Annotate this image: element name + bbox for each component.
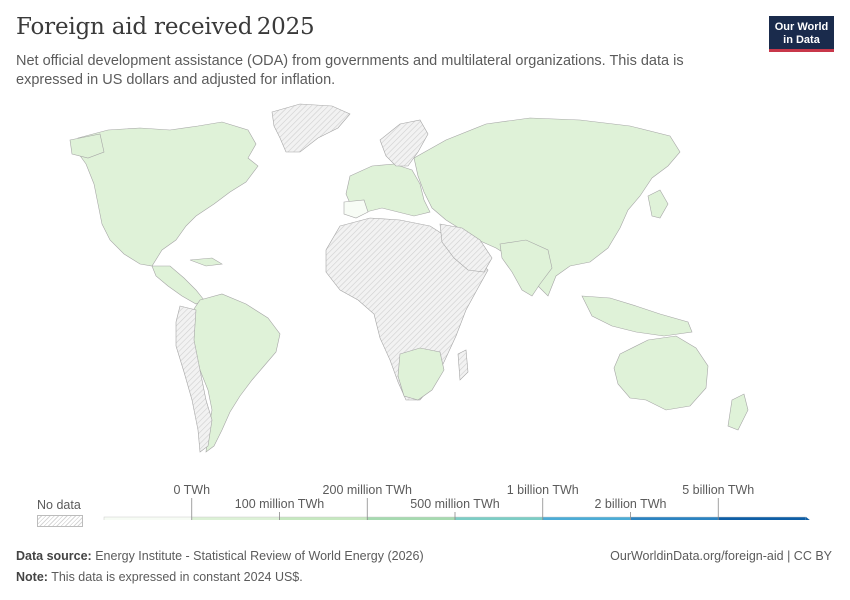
southern-africa-shape[interactable]	[397, 347, 445, 401]
legend-label-5: 2 billion TWh	[594, 497, 667, 511]
iberia-shape[interactable]	[343, 199, 369, 219]
asia-shape[interactable]	[413, 117, 681, 297]
chart-title: Foreign aid received	[16, 14, 253, 40]
legend-label-3: 500 million TWh	[410, 497, 500, 511]
middle-east-shape[interactable]	[439, 223, 493, 273]
note-text: This data is expressed in constant 2024 …	[51, 570, 303, 584]
logo-line-1: Our World	[774, 21, 829, 33]
chart-year: 2025	[256, 14, 315, 40]
japan-shape[interactable]	[647, 189, 669, 219]
madagascar-shape[interactable]	[457, 349, 469, 381]
legend-nodata-swatch[interactable]	[37, 515, 83, 527]
greenland-shape[interactable]	[271, 103, 351, 153]
chart-subtitle: Net official development assistance (ODA…	[16, 53, 684, 88]
footer-url[interactable]: OurWorldinData.org/foreign-aid | CC BY	[610, 549, 832, 563]
southeast-asia-shape[interactable]	[581, 295, 693, 337]
note-label: Note:	[16, 570, 48, 584]
title-row: Foreign aid received 2025	[16, 14, 756, 40]
legend-bin-1[interactable]	[191, 516, 280, 520]
legend-nodata-label: No data	[37, 498, 81, 512]
legend-bin-6[interactable]	[630, 516, 719, 520]
legend-bin-7[interactable]	[718, 516, 807, 520]
world-map[interactable]	[0, 100, 850, 470]
india-shape[interactable]	[499, 239, 553, 297]
legend-label-2: 200 million TWh	[322, 483, 412, 497]
new-zealand-shape[interactable]	[727, 393, 749, 431]
south-america-nodata-shape[interactable]	[175, 305, 213, 453]
legend-arrow	[806, 517, 810, 520]
source-text[interactable]: Energy Institute - Statistical Review of…	[95, 549, 424, 563]
north-america-shape[interactable]	[75, 121, 259, 267]
logo-line-2: in Data	[783, 34, 820, 46]
footer-source: Data source: Energy Institute - Statisti…	[16, 549, 424, 563]
scandinavia-shape[interactable]	[379, 119, 429, 167]
australia-shape[interactable]	[613, 335, 709, 411]
legend-label-6: 5 billion TWh	[682, 483, 755, 497]
legend-label-4: 1 billion TWh	[506, 483, 579, 497]
legend-label-1: 100 million TWh	[234, 497, 325, 511]
footer-note: Note: This data is expressed in constant…	[16, 570, 303, 584]
legend-bin-3[interactable]	[367, 516, 456, 520]
legend-label-0: 0 TWh	[173, 483, 211, 497]
central-america-shape[interactable]	[151, 265, 205, 305]
legend-color-bar	[103, 498, 810, 520]
owid-logo[interactable]: Our World in Data	[769, 16, 834, 52]
caribbean-shape[interactable]	[189, 257, 223, 267]
alaska-shape[interactable]	[69, 133, 105, 159]
legend-bin-4[interactable]	[454, 516, 543, 520]
legend-bin-2[interactable]	[279, 516, 368, 520]
legend-bin-5[interactable]	[542, 516, 631, 520]
legend-bin-0[interactable]	[103, 516, 192, 520]
source-label: Data source:	[16, 549, 92, 563]
